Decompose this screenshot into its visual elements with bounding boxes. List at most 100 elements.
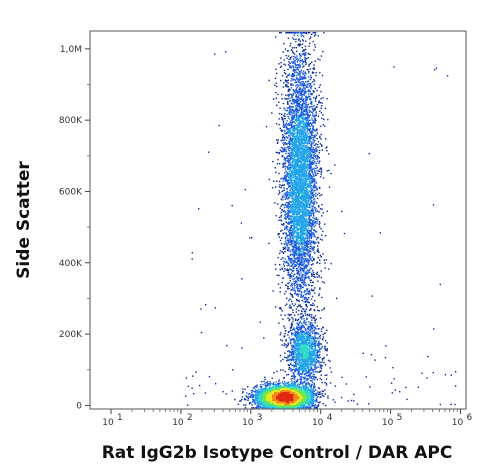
event-dot <box>291 353 293 356</box>
event-dot <box>259 386 262 388</box>
event-dot <box>286 181 288 183</box>
event-dot <box>287 160 289 162</box>
event-dot <box>299 283 301 286</box>
event-dot <box>311 346 313 348</box>
event-dot <box>306 210 308 212</box>
event-dot <box>324 393 326 395</box>
event-dot <box>322 333 324 336</box>
event-dot <box>297 121 299 124</box>
event-dot <box>293 213 296 215</box>
event-dot <box>284 261 286 264</box>
event-dot <box>313 121 315 123</box>
event-dot <box>294 258 296 260</box>
event-dot <box>249 401 251 404</box>
event-dot <box>282 190 284 192</box>
event-dot <box>303 118 305 121</box>
event-dot <box>271 187 274 189</box>
event-dot <box>325 348 327 351</box>
event-dot <box>293 53 296 55</box>
event-dot <box>302 295 305 297</box>
event-dot <box>317 350 320 352</box>
event-dot <box>286 179 288 181</box>
event-dot <box>283 42 285 45</box>
event-dot <box>299 76 301 79</box>
event-dot <box>313 198 316 200</box>
event-dot <box>313 330 316 332</box>
event-dot <box>295 40 297 43</box>
event-dot <box>293 283 295 285</box>
event-dot <box>298 129 300 131</box>
event-dot <box>304 142 307 145</box>
event-dot <box>295 311 297 313</box>
event-dot <box>314 403 317 406</box>
event-dot <box>304 332 306 334</box>
event-dot <box>303 148 306 151</box>
event-dot <box>304 57 307 59</box>
event-dot <box>301 316 303 318</box>
event-dot <box>296 247 298 249</box>
event-dot <box>304 275 306 277</box>
event-dot <box>284 204 286 207</box>
event-dot <box>311 227 313 229</box>
event-dot <box>307 298 309 301</box>
event-dot <box>319 176 322 178</box>
event-dot <box>297 234 300 236</box>
event-dot <box>198 384 201 387</box>
event-dot <box>303 49 305 51</box>
event-dot <box>309 323 311 326</box>
event-dot <box>318 251 320 253</box>
event-dot <box>267 383 270 385</box>
event-dot <box>283 270 285 272</box>
event-dot <box>226 344 228 347</box>
event-dot <box>303 260 305 263</box>
event-dot <box>312 178 315 180</box>
event-dot <box>306 81 308 83</box>
event-dot <box>328 268 330 270</box>
event-dot <box>321 239 323 241</box>
event-dot <box>292 232 294 234</box>
event-dot <box>266 384 268 386</box>
event-dot <box>312 159 315 162</box>
event-dot <box>316 332 318 334</box>
event-dot <box>301 53 303 55</box>
event-dot <box>307 210 309 212</box>
event-dot <box>304 248 307 250</box>
event-dot <box>314 221 317 223</box>
event-dot <box>334 401 336 403</box>
event-dot <box>317 387 320 389</box>
event-dot <box>307 138 309 140</box>
event-dot <box>298 100 300 102</box>
event-dot <box>285 221 287 223</box>
event-dot <box>281 344 283 346</box>
event-dot <box>454 403 456 406</box>
event-dot <box>290 341 292 344</box>
event-dot <box>277 158 279 161</box>
event-dot <box>279 252 281 255</box>
event-dot <box>306 203 308 206</box>
event-dot <box>293 78 295 81</box>
event-dot <box>309 42 311 45</box>
event-dot <box>281 137 284 139</box>
event-dot <box>312 378 314 380</box>
event-dot <box>311 141 313 143</box>
event-dot <box>312 248 314 250</box>
event-dot <box>285 340 287 342</box>
event-dot <box>302 146 304 148</box>
event-dot <box>288 241 290 243</box>
event-dot <box>284 48 287 50</box>
event-dot <box>302 253 304 256</box>
event-dot <box>305 321 307 323</box>
event-dot <box>290 220 293 222</box>
event-dot <box>330 371 333 373</box>
event-dot <box>309 163 312 165</box>
event-dot <box>319 393 321 395</box>
event-dot <box>286 239 289 242</box>
event-dot <box>304 116 307 119</box>
event-dot <box>294 110 296 112</box>
event-dot <box>301 370 304 372</box>
event-dot <box>301 131 303 133</box>
event-dot <box>301 234 303 237</box>
event-dot <box>314 400 316 402</box>
event-dot <box>240 400 242 402</box>
event-dot <box>281 208 283 211</box>
